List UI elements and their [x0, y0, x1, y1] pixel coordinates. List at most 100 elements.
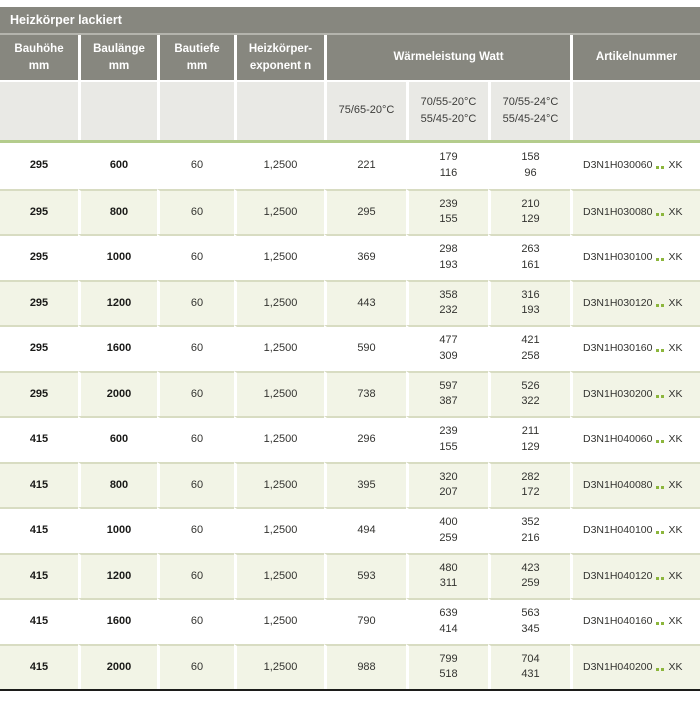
- watt-value-high: 239: [439, 197, 458, 210]
- watt-value-high: 639: [439, 607, 458, 620]
- table-subheader-row: 75/65-20°C 70/55-20°C 55/45-20°C 70/55-2…: [0, 82, 700, 140]
- subheader-cell-7055-24: 70/55-24°C 55/45-24°C: [488, 82, 570, 140]
- cell-watt-7055-24: 282 172: [488, 461, 570, 507]
- cell-bautiefe: 60: [157, 416, 234, 462]
- cell-bauhoehe: 415: [0, 598, 78, 644]
- watt-value-low: 155: [439, 440, 458, 453]
- header-label: Bauhöhe: [14, 43, 64, 56]
- table-header-row: Bauhöhe mm Baulänge mm Bautiefe mm Heizk…: [0, 35, 700, 80]
- green-dots-icon: [656, 664, 665, 671]
- bauhoehe-value: 295: [29, 251, 49, 264]
- watt-value-low: 259: [521, 577, 540, 590]
- artikel-code: D3N1H030060: [583, 159, 653, 172]
- watt-value-low: 258: [521, 349, 540, 362]
- cell-watt-7055-20: 639 414: [406, 598, 488, 644]
- bautiefe-value: 60: [190, 159, 204, 172]
- bautiefe-value: 60: [190, 205, 204, 218]
- bauhoehe-value: 415: [29, 478, 49, 491]
- bautiefe-value: 60: [190, 387, 204, 400]
- table-row: 415 800 60 1,2500 395 320 207 282 172 D3…: [0, 461, 700, 507]
- green-dots-icon: [656, 162, 665, 170]
- cell-watt-7565: 395: [324, 461, 406, 507]
- watt-value-high: 400: [439, 516, 458, 529]
- watt-value-high: 597: [439, 379, 458, 392]
- green-dots-icon: [656, 527, 665, 535]
- baulaenge-value: 1600: [106, 342, 132, 355]
- cell-watt-7565: 369: [324, 234, 406, 280]
- table-row: 415 1000 60 1,2500 494 400 259 352 216 D…: [0, 507, 700, 553]
- exponent-value: 1,2500: [263, 660, 298, 673]
- cell-bautiefe: 60: [157, 234, 234, 280]
- cell-bauhoehe: 415: [0, 416, 78, 462]
- cell-watt-7565: 221: [324, 143, 406, 189]
- green-dots-icon: [656, 345, 665, 353]
- exponent-value: 1,2500: [263, 159, 298, 172]
- cell-watt-7565: 494: [324, 507, 406, 553]
- green-dots-icon: [656, 209, 665, 216]
- bauhoehe-value: 415: [29, 660, 49, 673]
- cell-watt-7055-20: 400 259: [406, 507, 488, 553]
- watt-value: 369: [357, 251, 376, 264]
- table-row: 415 1200 60 1,2500 593 480 311 423 259 D…: [0, 552, 700, 598]
- artikel-code: D3N1H030080: [583, 205, 653, 218]
- watt-value-low: 129: [521, 440, 540, 453]
- artikel-code: D3N1H040100: [583, 524, 653, 537]
- exponent-value: 1,2500: [263, 342, 298, 355]
- cell-watt-7565: 790: [324, 598, 406, 644]
- green-dots-icon: [656, 436, 665, 444]
- watt-value: 494: [357, 524, 376, 537]
- cell-artikelnummer: D3N1H030200 XK: [570, 370, 700, 416]
- cell-watt-7055-24: 421 258: [488, 325, 570, 371]
- cell-bauhoehe: 295: [0, 234, 78, 280]
- cell-baulaenge: 1600: [78, 325, 157, 371]
- artikel-suffix: XK: [668, 205, 683, 218]
- cell-watt-7565: 738: [324, 370, 406, 416]
- exponent-value: 1,2500: [263, 387, 298, 400]
- watt-value: 790: [357, 615, 376, 628]
- cell-watt-7565: 296: [324, 416, 406, 462]
- watt-value-low: 96: [524, 166, 537, 179]
- bauhoehe-value: 415: [29, 524, 49, 537]
- exponent-value: 1,2500: [263, 615, 298, 628]
- watt-value-low: 322: [521, 395, 540, 408]
- watt-value-high: 563: [521, 607, 540, 620]
- cell-baulaenge: 2000: [78, 370, 157, 416]
- watt-value-low: 387: [439, 395, 458, 408]
- cell-exponent: 1,2500: [234, 507, 324, 553]
- table-row: 295 2000 60 1,2500 738 597 387 526 322 D…: [0, 370, 700, 416]
- header-label: Heizkörper-: [248, 43, 313, 56]
- watt-value-high: 210: [521, 197, 540, 210]
- watt-value-high: 298: [439, 243, 458, 256]
- header-unit: mm: [108, 59, 130, 72]
- baulaenge-value: 1000: [106, 251, 132, 264]
- artikel-code: D3N1H040060: [583, 433, 653, 446]
- header-cell-baulaenge: Baulänge mm: [78, 35, 157, 80]
- bauhoehe-value: 295: [29, 387, 49, 400]
- header-label: Wärmeleistung Watt: [393, 51, 504, 64]
- cell-bauhoehe: 295: [0, 325, 78, 371]
- artikel-suffix: XK: [668, 478, 683, 491]
- exponent-value: 1,2500: [263, 296, 298, 309]
- cell-bautiefe: 60: [157, 507, 234, 553]
- bautiefe-value: 60: [190, 478, 204, 491]
- cell-artikelnummer: D3N1H030060 XK: [570, 143, 700, 189]
- cell-exponent: 1,2500: [234, 279, 324, 325]
- artikel-suffix: XK: [668, 251, 683, 264]
- watt-value-low: 309: [439, 349, 458, 362]
- watt-value-low: 232: [439, 304, 458, 317]
- bautiefe-value: 60: [190, 615, 204, 628]
- bautiefe-value: 60: [190, 524, 204, 537]
- watt-value-low: 193: [439, 258, 458, 271]
- watt-value: 738: [357, 387, 376, 400]
- watt-value-low: 155: [439, 213, 458, 226]
- exponent-value: 1,2500: [263, 569, 298, 582]
- subheader-label: 55/45-20°C: [420, 113, 477, 125]
- watt-value: 296: [357, 433, 376, 446]
- cell-bautiefe: 60: [157, 188, 234, 234]
- subheader-label: 75/65-20°C: [338, 104, 395, 117]
- artikel-suffix: XK: [668, 615, 683, 628]
- watt-value: 443: [357, 296, 376, 309]
- artikel-code: D3N1H040080: [583, 478, 653, 491]
- cell-bauhoehe: 295: [0, 143, 78, 189]
- cell-artikelnummer: D3N1H040080 XK: [570, 461, 700, 507]
